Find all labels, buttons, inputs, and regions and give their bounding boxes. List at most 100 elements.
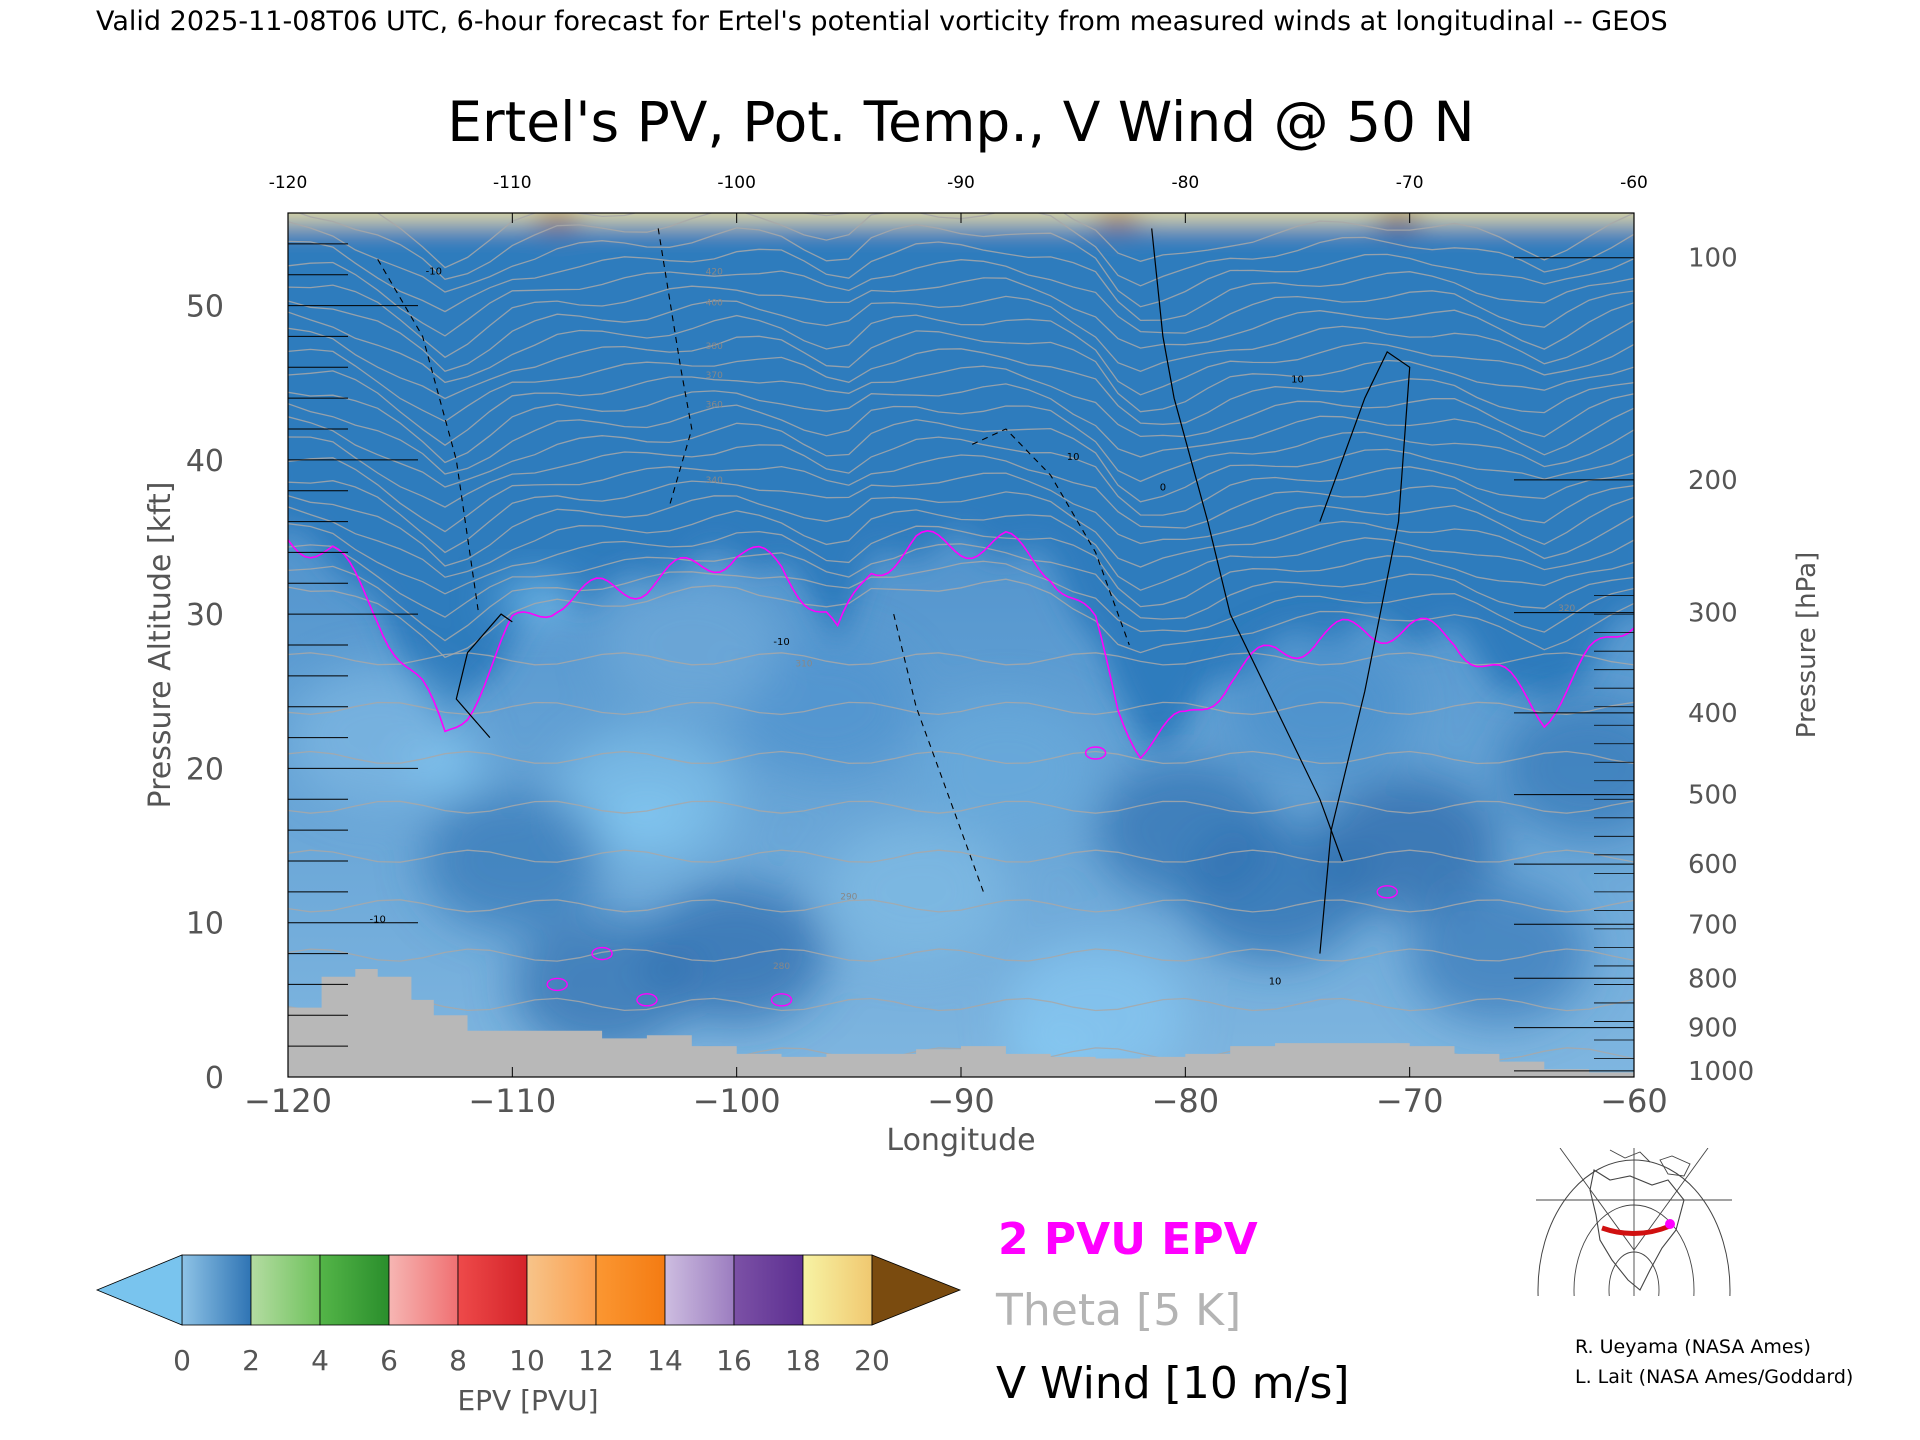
x-top-tick-label: -110 [493,173,532,193]
colorbar-over-arrow [871,1254,962,1326]
theta-contour [288,365,1634,446]
x-top-tick-label: -100 [717,173,756,193]
colorbar-tick-label: 2 [242,1344,260,1377]
theta-contour [288,472,1634,554]
credit-line-1: R. Ueyama (NASA Ames) [1575,1336,1811,1358]
wind-label: 10 [1269,976,1282,987]
pv-2pvu-island [546,977,568,992]
theta-contour [288,997,1634,1012]
theta-contour [288,899,1634,913]
pv-2pvu-island [1084,746,1107,760]
wind-contour-negative [971,428,1130,646]
colorbar-segment [181,1254,252,1326]
pv-blotches [288,575,1634,1077]
theta-contour [288,701,1634,716]
colorbar-segment [595,1254,666,1326]
x-axis-label: Longitude [886,1123,1035,1158]
pv-2pvu-line [288,529,1634,760]
axis-ticks [287,212,1635,1078]
theta-contour [288,259,1634,337]
theta-contour [288,948,1634,962]
colorbar-segment [733,1254,804,1326]
legend-wind: V Wind [10 m/s] [996,1358,1350,1409]
theta-label: 310 [795,660,812,670]
colorbar-tick-label: 12 [578,1344,614,1377]
pressure-tick-label: 500 [1688,781,1738,811]
wind-contour-positive [455,613,513,738]
colorbar-tick-label: 16 [716,1344,752,1377]
pv-blotch [422,791,603,931]
x-tick-label: −120 [244,1082,332,1120]
theta-contour [288,560,1634,642]
colorbar-label: EPV [PVU] [457,1384,598,1417]
x-top-tick-label: -70 [1396,173,1424,193]
pv-low-patch [606,800,687,829]
pressure-tick-label: 400 [1688,699,1738,729]
theta-contour [288,652,1634,666]
theta-contours: 420 400 380 370 360 340 320 310 290 280 [288,213,1634,1061]
theta-contour [288,403,1634,483]
pv-low-patch [494,584,575,613]
theta-label: 280 [773,962,790,972]
theta-label: 400 [706,299,723,309]
theta-label: 320 [1558,604,1575,614]
colorbar-segment [319,1254,390,1326]
theta-label: 370 [706,371,723,381]
pv-band-top-spot [535,213,580,227]
theta-contour [288,221,1634,308]
pv-blotch [1499,698,1634,839]
colorbar-segment [802,1254,873,1326]
wind-contour-negative [893,613,984,893]
theta-label: 380 [706,342,723,352]
wind-contour-positive [1319,351,1411,954]
wind-contour-positive [1151,228,1343,862]
x-top-tick-label: -60 [1620,173,1648,193]
theta-contour [288,327,1634,413]
colorbar-segment [457,1254,528,1326]
theta-contour [288,416,1634,503]
x-tick-label: −80 [1152,1082,1220,1120]
pressure-tick-label: 700 [1688,910,1738,940]
wind-contour-negative [657,228,693,507]
colorbar-tick-label: 14 [647,1344,683,1377]
x-tick-label: −70 [1376,1082,1444,1120]
y-tick-label: 30 [186,598,224,633]
x-tick-label: −110 [468,1082,556,1120]
legend-theta: Theta [5 K] [995,1285,1241,1336]
theta-contour [288,240,1634,322]
wind-label: -10 [773,637,789,648]
theta-contour [288,491,1634,568]
x-tick-label: −90 [927,1082,995,1120]
colorbar-segment [526,1254,597,1326]
pv-2pvu-island [636,993,658,1007]
theta-contour [288,311,1634,396]
theta-contour [288,750,1634,765]
colorbar-tick-label: 20 [854,1344,890,1377]
pv-2pvu-contours [288,529,1634,1007]
pv-blotch [601,575,782,715]
colorbar-tick-label: 4 [311,1344,329,1377]
theta-contour [288,543,1634,620]
y-tick-label: 50 [186,290,224,325]
y-tick-label: 40 [186,444,224,479]
pv-low-patch [405,754,486,783]
pv-blotch [1229,636,1410,777]
locator-map [1536,1148,1732,1296]
pv-blotch [1319,775,1500,916]
theta-contour [288,506,1634,591]
colorbar-tick-label: 6 [380,1344,398,1377]
theta-label: 360 [706,400,723,410]
pv-blotch [826,821,1007,962]
colorbar-segment [250,1254,321,1326]
pressure-tick-label: 1000 [1688,1057,1754,1087]
pv-blotch [556,729,737,870]
theta-label: 340 [706,476,723,486]
theta-contour [288,849,1634,863]
colorbar-tick-label: 0 [173,1344,191,1377]
axis-tick-labels: −120-120−110-110−100-100−90-90−80-80−70-… [186,173,1754,1120]
wind-label: 10 [1291,375,1304,386]
x-top-tick-label: -90 [947,173,975,193]
theta-contour [288,277,1634,359]
chart-title: Ertel's PV, Pot. Temp., V Wind @ 50 N [447,90,1474,154]
